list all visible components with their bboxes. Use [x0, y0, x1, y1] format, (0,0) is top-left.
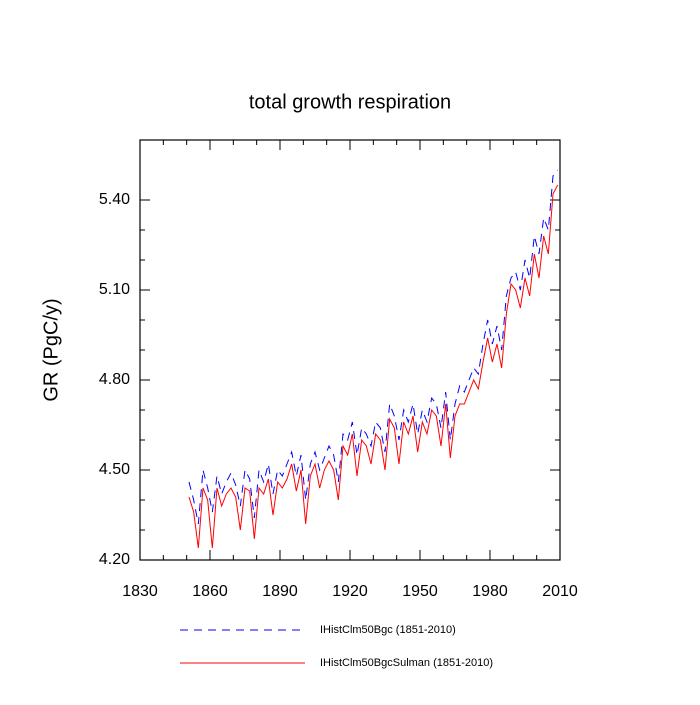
x-tick-label: 1920	[332, 583, 368, 600]
y-tick-label: 4.50	[99, 461, 130, 478]
x-tick-label: 2010	[542, 583, 578, 600]
chart-title: total growth respiration	[249, 91, 451, 113]
x-tick-label: 1860	[192, 583, 228, 600]
x-tick-label: 1890	[262, 583, 298, 600]
series-line	[188, 169, 559, 525]
y-tick-label: 4.20	[99, 551, 130, 568]
x-tick-label: 1980	[472, 583, 508, 600]
y-tick-label: 5.10	[99, 281, 130, 298]
series-line	[188, 184, 559, 549]
x-tick-label: 1830	[122, 583, 158, 600]
legend-label: IHistClm50Bgc (1851-2010)	[320, 624, 456, 636]
y-tick-label: 5.40	[99, 191, 130, 208]
y-tick-label: 4.80	[99, 371, 130, 388]
x-tick-label: 1950	[402, 583, 438, 600]
plot-frame	[139, 139, 561, 561]
legend-label: IHistClm50BgcSulman (1851-2010)	[320, 657, 493, 669]
y-axis-label: GR (PgC/y)	[40, 298, 62, 401]
